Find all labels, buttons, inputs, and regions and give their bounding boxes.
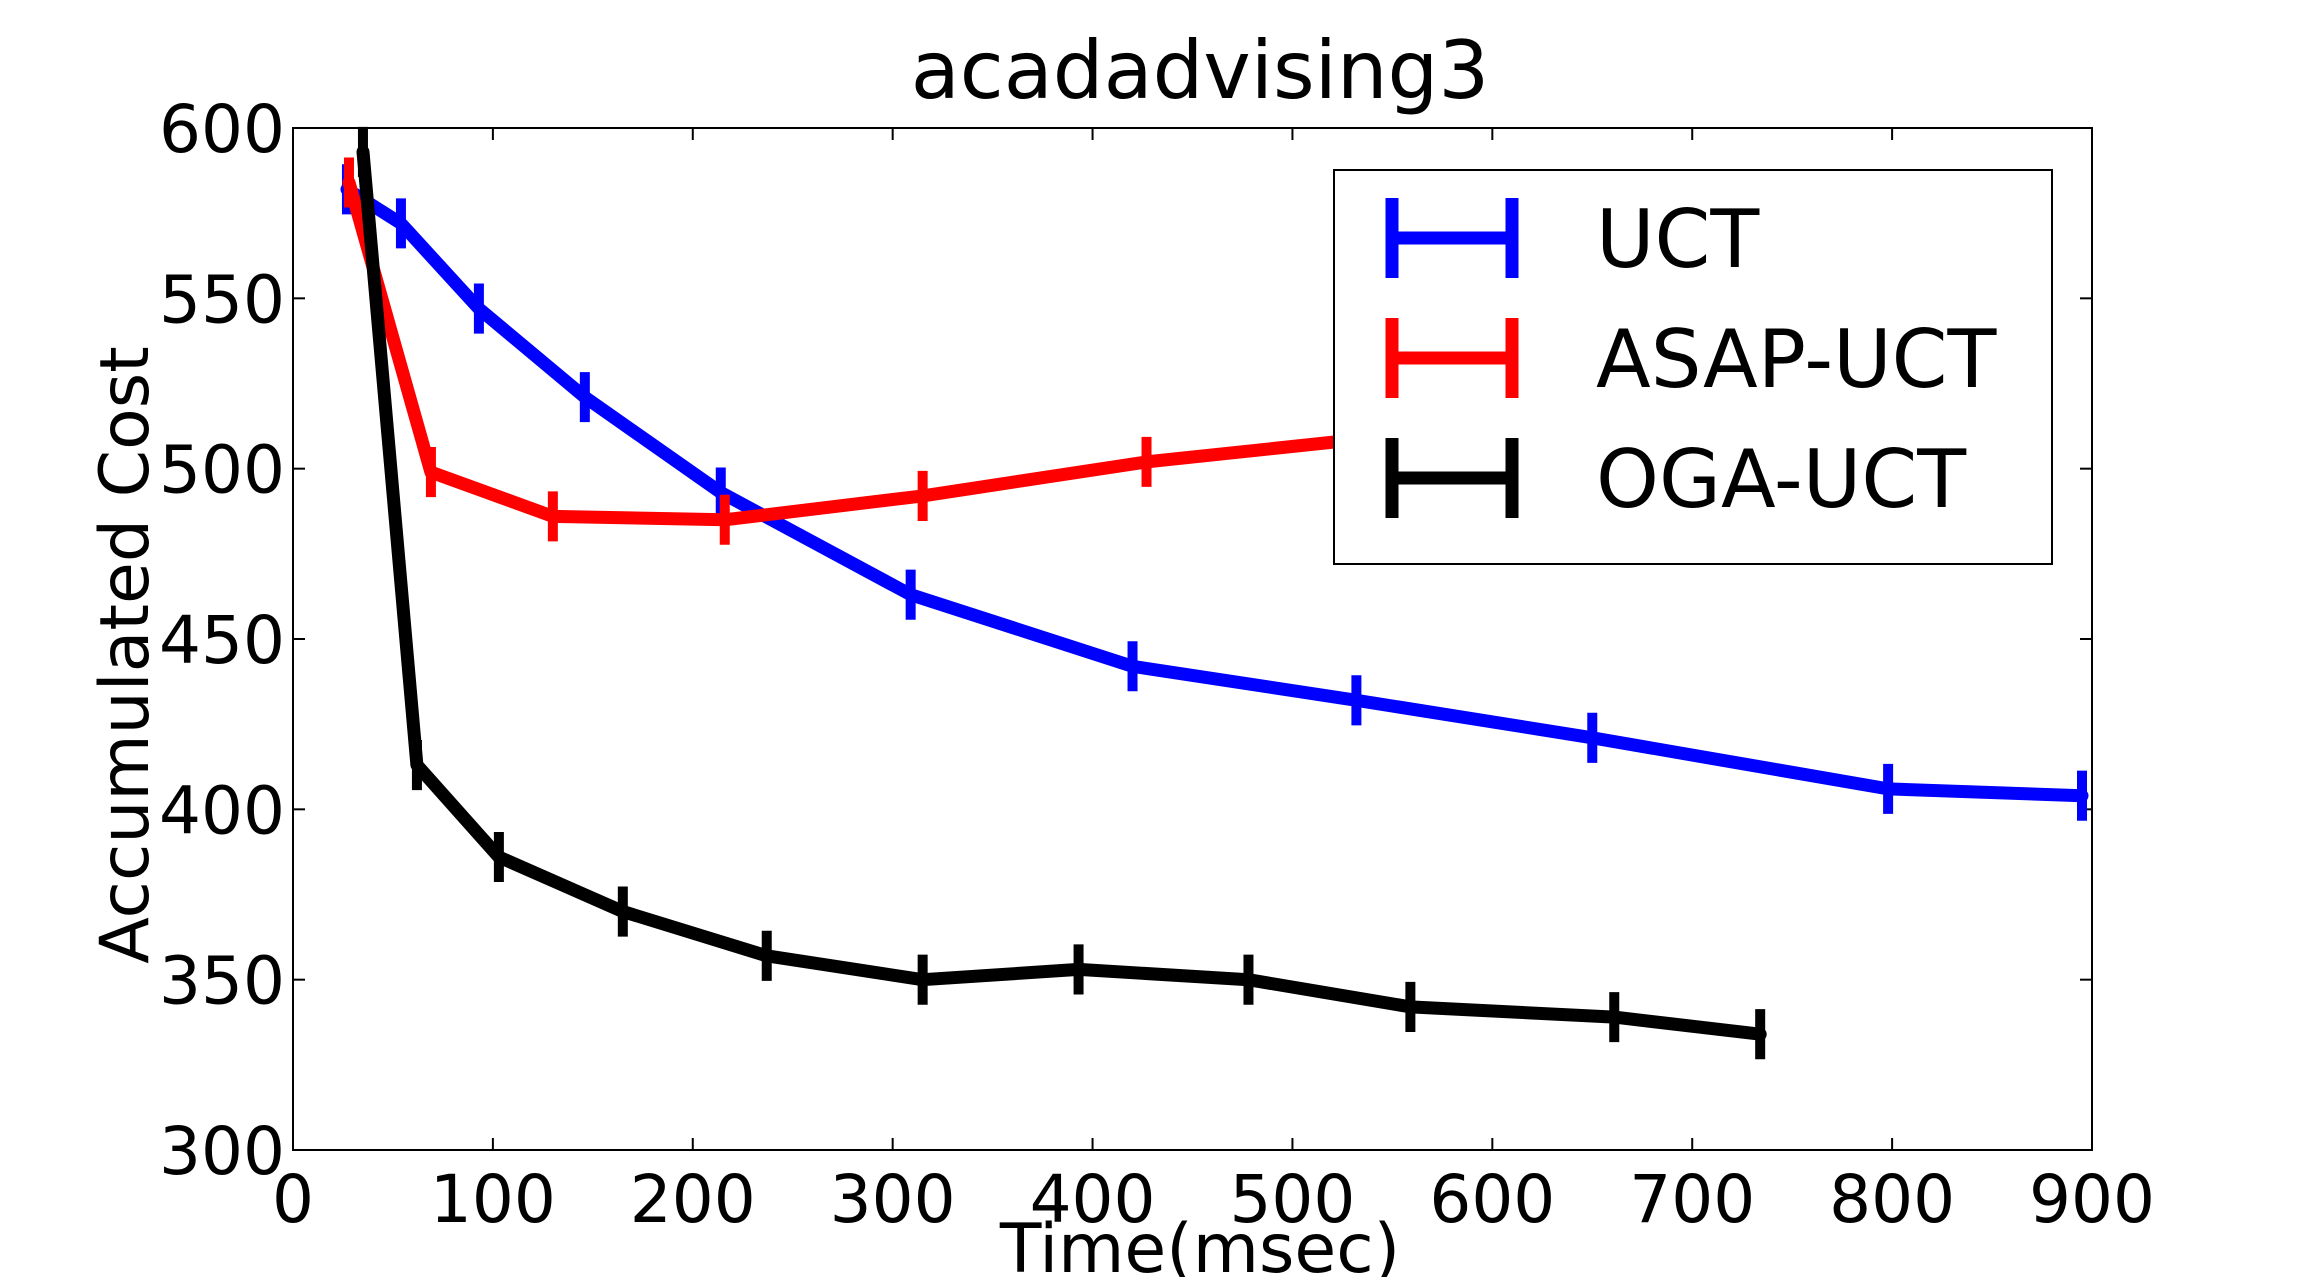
y-axis-label: Accumulated Cost <box>86 346 165 964</box>
series-oga-uct <box>356 126 1767 1060</box>
x-tick-label: 0 <box>272 1161 314 1238</box>
y-tick-labels: 300 350 400 450 500 550 600 <box>159 91 285 1190</box>
y-tick-label: 300 <box>159 1113 285 1190</box>
y-tick-label: 500 <box>159 432 285 509</box>
y-tick-label: 600 <box>159 91 285 168</box>
x-tick-label: 800 <box>1829 1161 1955 1238</box>
x-tick-labels: 0 100 200 300 400 500 600 700 800 900 <box>272 1161 2155 1238</box>
x-tick-label: 700 <box>1629 1161 1755 1238</box>
series-asap-uct <box>342 157 1379 545</box>
x-tick-label: 100 <box>430 1161 556 1238</box>
y-tick-label: 350 <box>159 943 285 1020</box>
legend-item: OGA-UCT <box>1385 433 1967 526</box>
series-line <box>342 176 1379 527</box>
plot-area <box>292 126 2093 1151</box>
x-tick-label: 400 <box>1030 1161 1156 1238</box>
legend: UCT ASAP-UCT OGA-UCT <box>1333 169 2053 565</box>
y-tick-label: 400 <box>159 772 285 849</box>
x-tick-label: 200 <box>630 1161 756 1238</box>
y-tick-label: 450 <box>159 602 285 679</box>
y-tick-label: 550 <box>159 261 285 338</box>
x-tick-label: 600 <box>1429 1161 1555 1238</box>
legend-item: UCT <box>1385 193 1760 286</box>
x-tick-label: 300 <box>830 1161 956 1238</box>
legend-label: OGA-UCT <box>1596 433 1967 526</box>
x-tick-label: 900 <box>2029 1161 2155 1238</box>
legend-label: UCT <box>1596 193 1760 286</box>
legend-label: ASAP-UCT <box>1596 313 1997 406</box>
legend-item: ASAP-UCT <box>1385 313 1997 406</box>
chart-title: acadadvising3 <box>911 24 1489 117</box>
x-axis-label: Time(msec) <box>999 1210 1400 1277</box>
x-tick-label: 500 <box>1229 1161 1355 1238</box>
